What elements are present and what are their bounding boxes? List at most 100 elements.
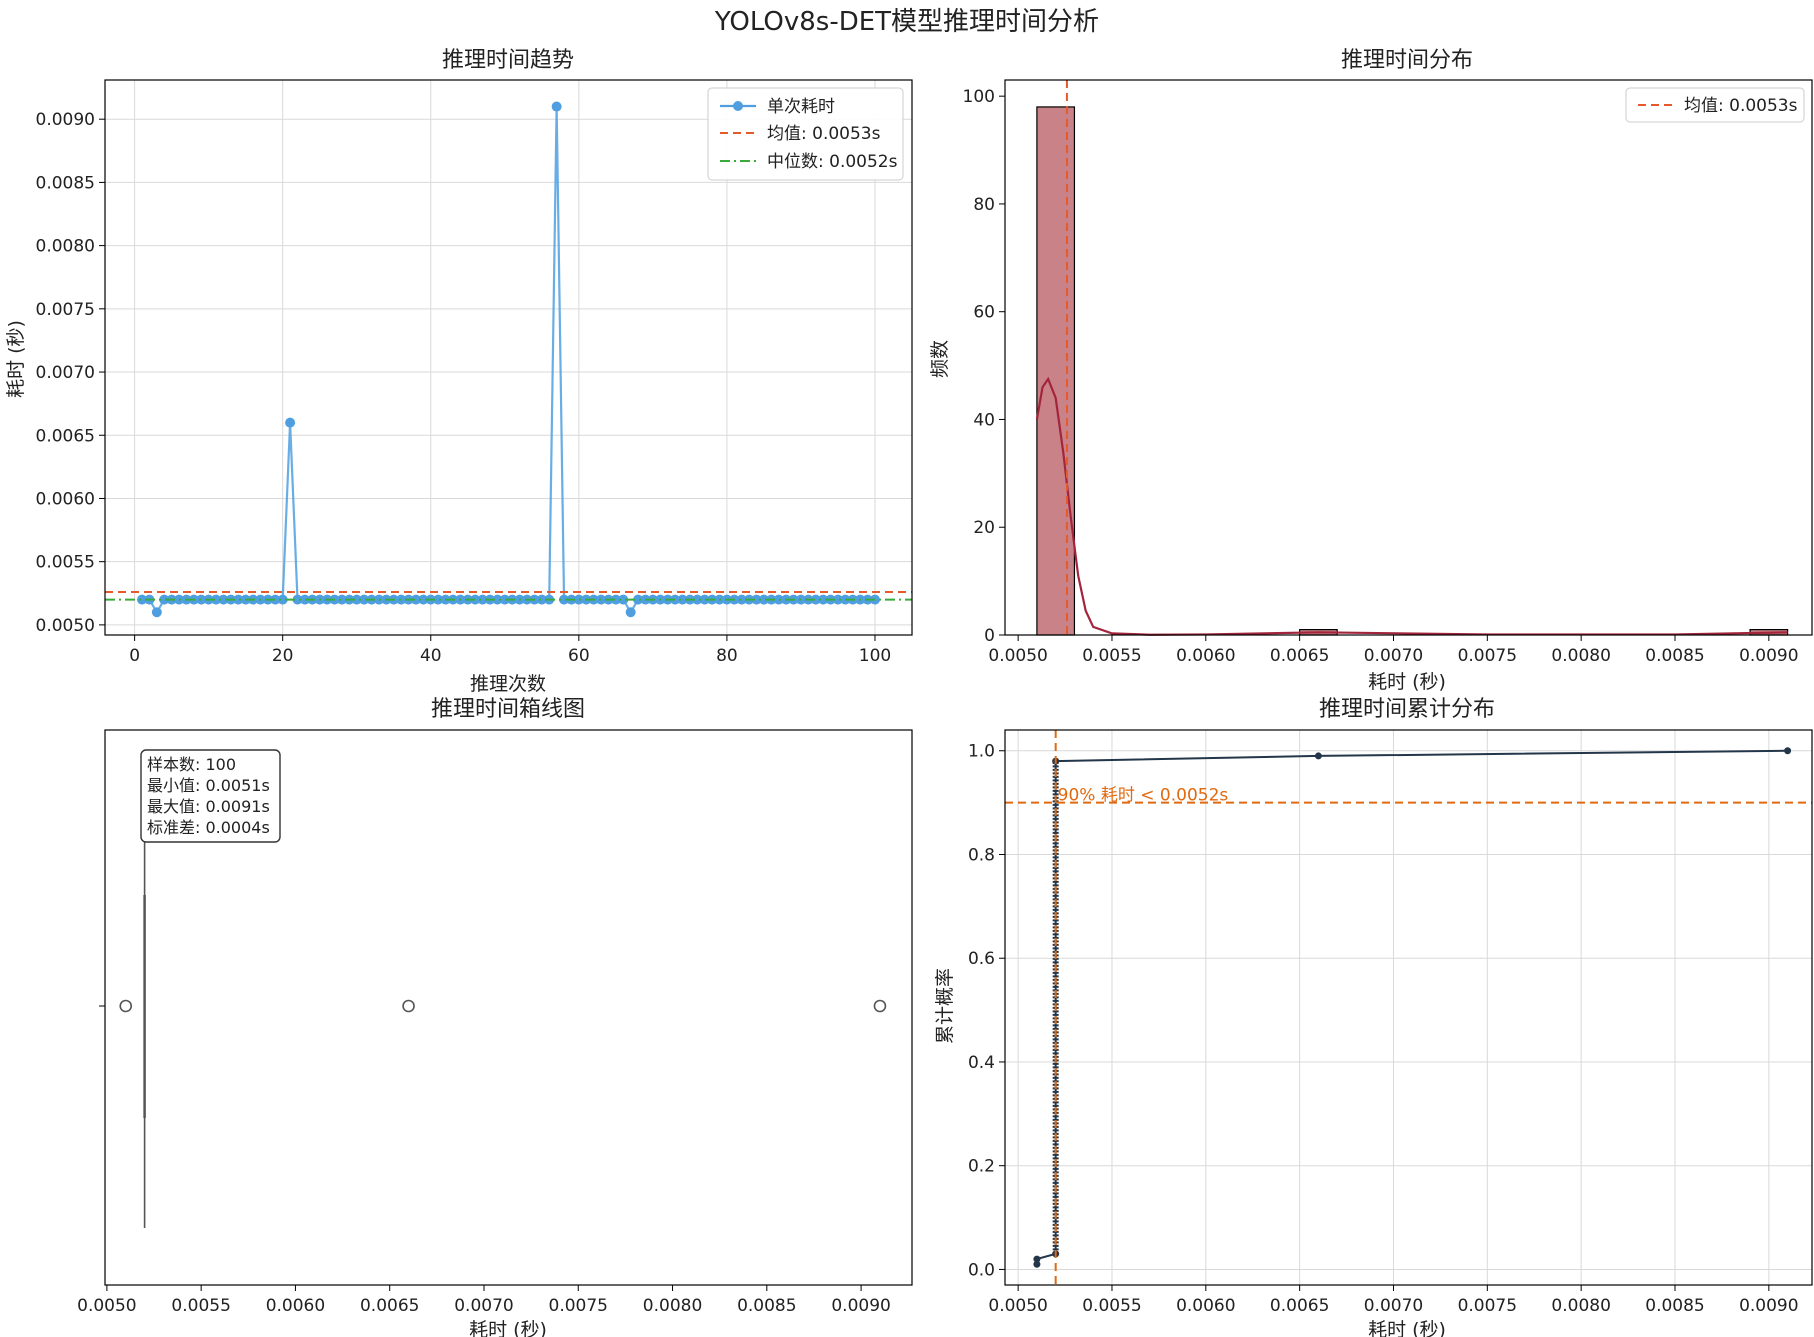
ecdf-xtick-label: 0.0090 — [1739, 1296, 1798, 1316]
ecdf-point — [1033, 1255, 1041, 1263]
ecdf-panel: 推理时间累计分布 耗时 (秒) 累计概率 0.0050 0.0055 0.0060 0… — [934, 697, 1813, 1337]
ecdf-ytick-label: 0.0 — [968, 1260, 995, 1280]
trend-point — [573, 594, 584, 605]
ecdf-annotation: 90% 耗时 < 0.0052s — [1058, 786, 1229, 806]
trend-xtick-label: 80 — [716, 646, 738, 666]
trend-point — [159, 594, 170, 605]
trend-point — [351, 594, 362, 605]
trend-point — [285, 417, 296, 428]
trend-panel: 推理时间趋势 推理次数 耗时 (秒) 0 20 40 60 80 100 0.0050 0.0… — [5, 48, 913, 695]
box-xtick-label: 0.0090 — [831, 1296, 890, 1316]
trend-point — [818, 594, 829, 605]
trend-point — [610, 594, 621, 605]
trend-ytick-label: 0.0070 — [36, 363, 95, 383]
trend-point — [677, 594, 688, 605]
trend-xtick-label: 20 — [272, 646, 294, 666]
trend-xtick-label: 100 — [859, 646, 891, 666]
trend-point — [492, 594, 503, 605]
trend-point — [359, 594, 370, 605]
box-stats-line: 标准差: 0.0004s — [147, 818, 270, 837]
trend-ytick-label: 0.0050 — [36, 616, 95, 636]
trend-ytick-label: 0.0055 — [36, 553, 95, 573]
ecdf-ytick-label: 0.2 — [968, 1157, 995, 1177]
box-stats — [140, 749, 281, 843]
trend-point — [373, 594, 384, 605]
hist-ytick-label: 0 — [984, 626, 995, 646]
hist-xlabel: 耗时 (秒) — [1368, 671, 1446, 693]
ecdf-ytick-label: 1.0 — [968, 742, 995, 762]
trend-frame — [104, 79, 913, 636]
hist-ytick-label: 100 — [963, 87, 995, 107]
trend-point — [625, 607, 636, 618]
ecdf-xtick-label: 0.0065 — [1270, 1296, 1329, 1316]
trend-ytick-label: 0.0085 — [36, 173, 95, 193]
box-xtick-label: 0.0055 — [171, 1296, 230, 1316]
trend-xtick-label: 40 — [420, 646, 442, 666]
trend-point — [670, 594, 681, 605]
box-panel: 推理时间箱线图 耗时 (秒) 0.0050 0.0055 0.0060 0.0065 0… — [77, 697, 913, 1337]
trend-point — [551, 101, 562, 112]
trend-point — [418, 594, 429, 605]
ecdf-title: 推理时间累计分布 — [1319, 697, 1495, 722]
trend-point — [151, 607, 162, 618]
ecdf-point — [1784, 747, 1792, 755]
box-xtick-label: 0.0065 — [360, 1296, 419, 1316]
trend-point — [810, 594, 821, 605]
trend-point — [233, 594, 244, 605]
ecdf-point — [1314, 752, 1322, 760]
trend-ytick-label: 0.0090 — [36, 110, 95, 130]
trend-point — [618, 594, 629, 605]
trend-point — [773, 594, 784, 605]
trend-point — [477, 594, 488, 605]
ecdf-xtick-label: 0.0055 — [1082, 1296, 1141, 1316]
hist-legend — [1625, 87, 1805, 123]
trend-point — [536, 594, 547, 605]
box-xtick-label: 0.0060 — [266, 1296, 325, 1316]
hist-xtick-label: 0.0070 — [1364, 646, 1423, 666]
trend-point — [292, 594, 303, 605]
trend-ytick-label: 0.0080 — [36, 237, 95, 257]
box-stats-line: 样本数: 100 — [147, 755, 236, 774]
ecdf-frame — [1004, 729, 1813, 1286]
hist-ytick-label: 40 — [973, 410, 995, 430]
trend-ytick-label: 0.0075 — [36, 300, 95, 320]
trend-point — [596, 594, 607, 605]
box-outlier — [119, 999, 133, 1013]
trend-xlabel: 推理次数 — [470, 673, 546, 695]
trend-point — [277, 594, 288, 605]
trend-point — [211, 594, 222, 605]
hist-xtick-label: 0.0075 — [1458, 646, 1517, 666]
box-outlier — [873, 999, 887, 1013]
box-xtick-label: 0.0080 — [643, 1296, 702, 1316]
ecdf-xtick-label: 0.0050 — [988, 1296, 1047, 1316]
box-xtick-label: 0.0085 — [737, 1296, 796, 1316]
hist-ylabel: 频数 — [929, 340, 951, 378]
trend-point — [758, 594, 769, 605]
box-stats-line: 最小值: 0.0051s — [147, 776, 270, 795]
ecdf-point — [1033, 1260, 1041, 1268]
trend-point — [470, 594, 481, 605]
trend-xtick-label: 60 — [568, 646, 590, 666]
ecdf-xtick-label: 0.0080 — [1551, 1296, 1610, 1316]
hist-ytick-label: 80 — [973, 195, 995, 215]
trend-point — [736, 594, 747, 605]
trend-ylabel: 耗时 (秒) — [5, 320, 27, 398]
trend-point — [218, 594, 229, 605]
hist-frame — [1004, 79, 1813, 636]
ecdf-xtick-label: 0.0070 — [1364, 1296, 1423, 1316]
ecdf-xtick-label: 0.0060 — [1176, 1296, 1235, 1316]
trend-point — [137, 594, 148, 605]
hist-xtick-label: 0.0080 — [1551, 646, 1610, 666]
hist-ytick-label: 20 — [973, 518, 995, 538]
ecdf-xlabel: 耗时 (秒) — [1368, 1319, 1446, 1337]
trend-legend-label: 单次耗时 — [767, 97, 835, 117]
trend-legend — [707, 87, 904, 181]
trend-point — [699, 594, 710, 605]
box-xlabel: 耗时 (秒) — [469, 1319, 547, 1337]
ecdf-ytick-label: 0.4 — [968, 1053, 995, 1073]
box-xtick-label: 0.0075 — [549, 1296, 608, 1316]
box-xtick-label: 0.0050 — [77, 1296, 136, 1316]
ecdf-ytick-label: 0.6 — [968, 949, 995, 969]
hist-panel: 推理时间分布 耗时 (秒) 频数 0.0050 0.0055 0.0060 0.006… — [929, 48, 1813, 693]
